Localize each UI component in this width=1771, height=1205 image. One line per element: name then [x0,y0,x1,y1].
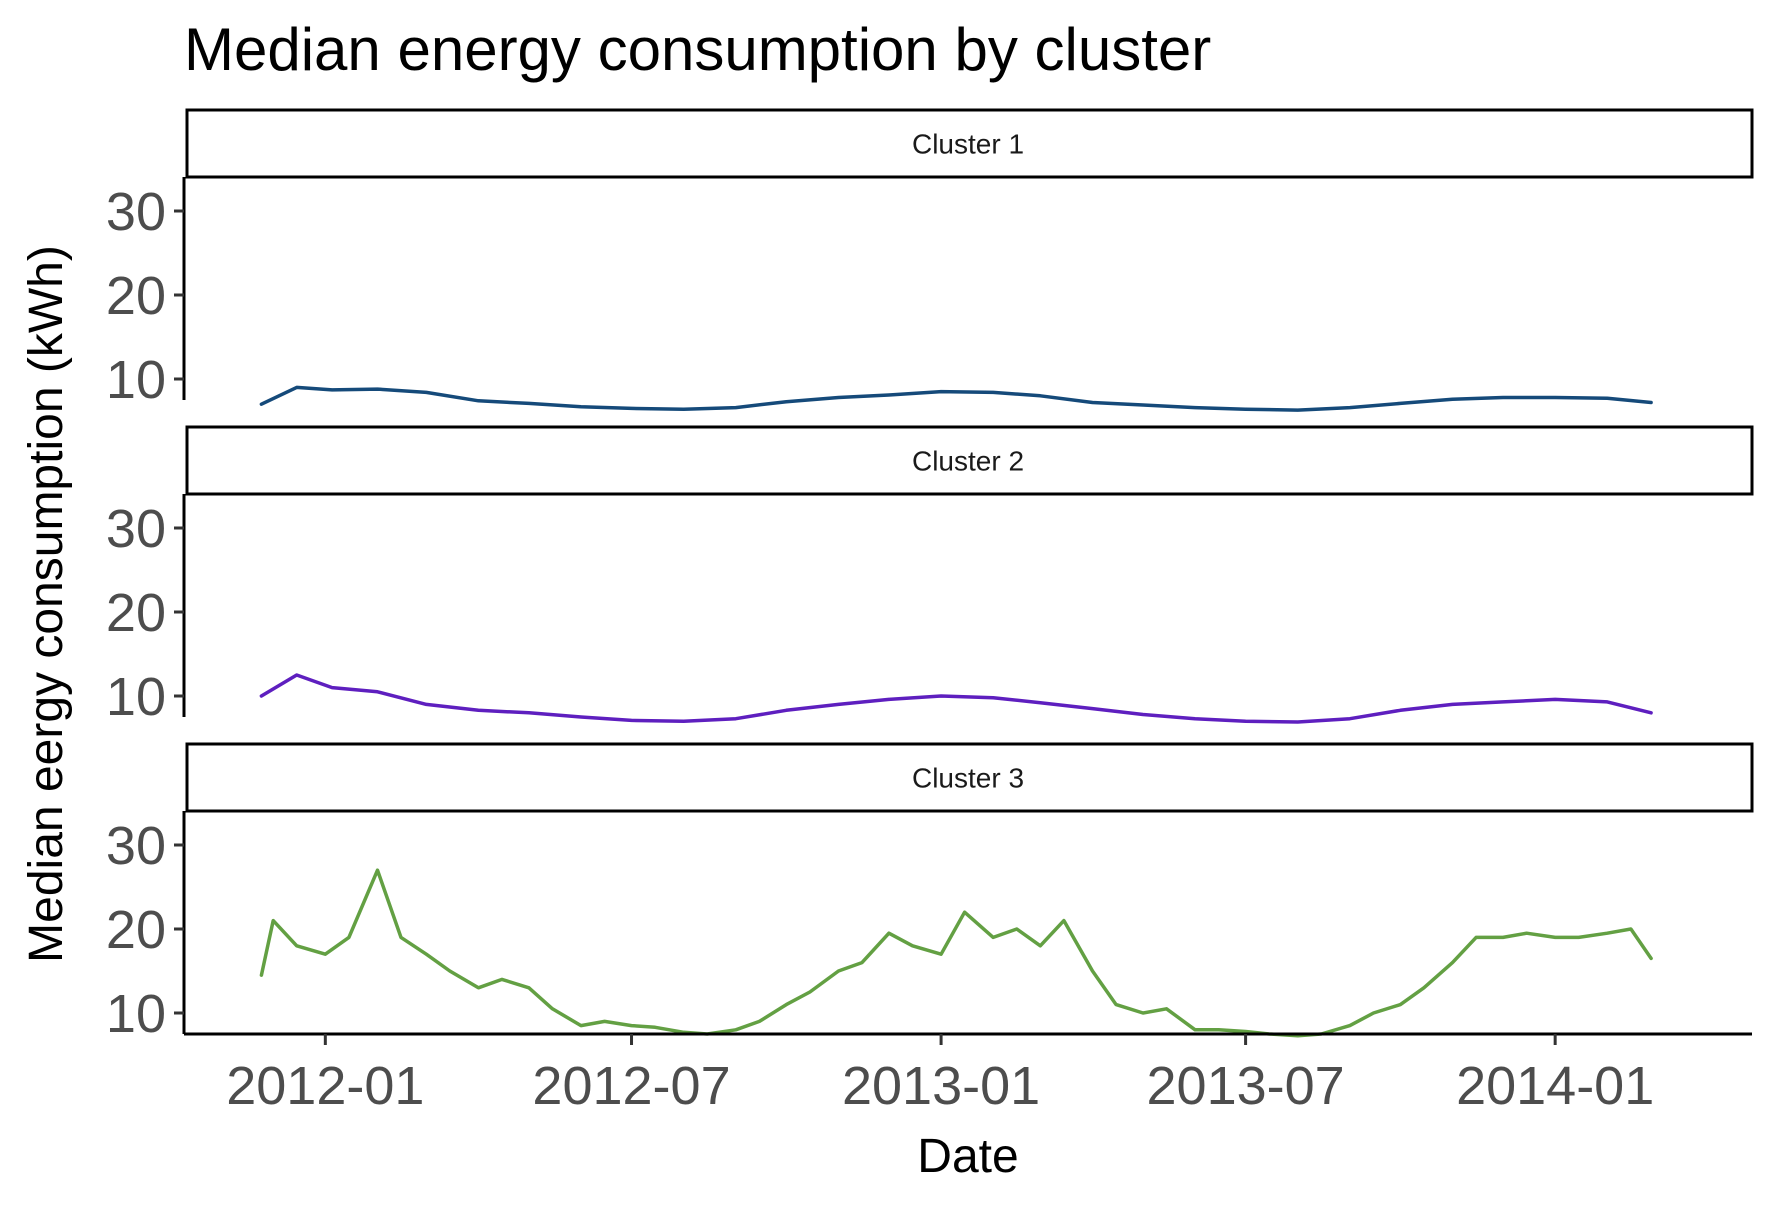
x-tick-label: 2013-01 [842,1056,1040,1116]
facet-panel-1: Cluster 1 10 20 30 [106,108,1754,412]
facet-strip-label: Cluster 2 [912,446,1024,477]
x-tick-label: 2014-01 [1456,1056,1654,1116]
y-tick-label: 10 [106,667,166,727]
x-tick-label: 2013-07 [1147,1056,1345,1116]
facet-strip [185,742,1754,813]
y-tick-label: 20 [106,266,166,326]
y-tick-label: 20 [106,900,166,960]
x-axis: 2012-01 2012-07 2013-01 2013-07 2014-01 [184,1032,1752,1116]
facet-panel-2: Cluster 2 10 20 30 [106,425,1754,727]
y-tick-label: 30 [106,499,166,559]
y-tick-label: 10 [106,984,166,1044]
y-tick-label: 10 [106,350,166,410]
facet-panel-3: Cluster 3 10 20 30 [106,742,1754,1044]
facet-panels: Cluster 1 10 20 30 Cluster 2 10 20 30 Cluster 3 1… [106,108,1754,1044]
y-axis-title: Median eergy consumption (kWh) [20,245,73,963]
facet-strip-label: Cluster 3 [912,763,1024,794]
y-tick-label: 20 [106,583,166,643]
series-line-cluster-3 [259,868,1653,1038]
series-line-cluster-2 [259,673,1653,724]
facet-strip [185,425,1754,496]
x-tick-label: 2012-07 [532,1056,730,1116]
x-tick-label: 2012-01 [226,1056,424,1116]
facet-strip [185,108,1754,179]
chart-title: Median energy consumption by cluster [184,16,1211,83]
facet-strip-label: Cluster 1 [912,129,1024,160]
x-axis-title: Date [917,1130,1018,1183]
y-tick-label: 30 [106,816,166,876]
series-line-cluster-1 [259,385,1653,412]
y-tick-label: 30 [106,182,166,242]
